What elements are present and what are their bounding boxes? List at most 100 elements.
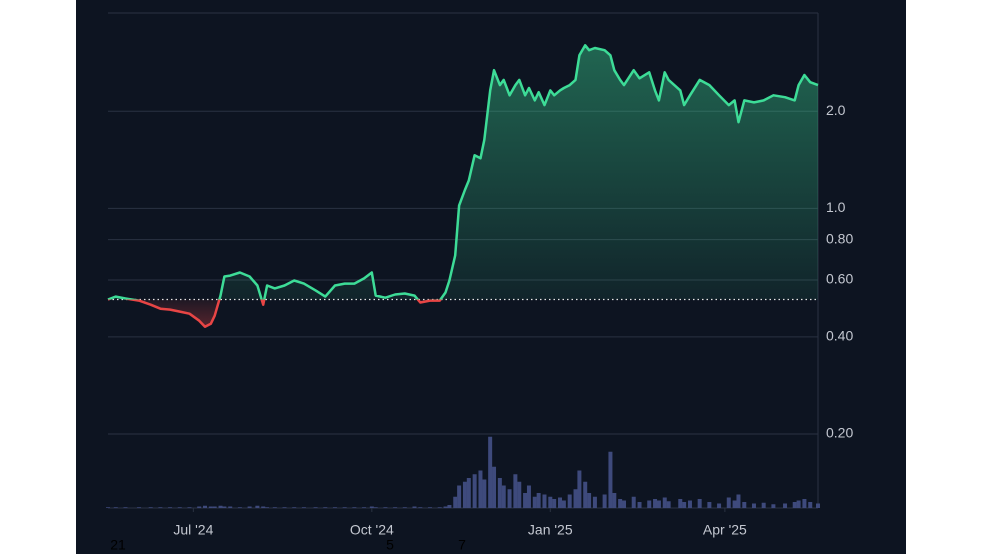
volume-bar: [113, 507, 118, 508]
price-line: [107, 44, 819, 328]
volume-bar: [313, 507, 318, 508]
volume-bar: [247, 506, 252, 508]
volume-bar: [412, 506, 417, 508]
x-tick-label: Jan '25: [528, 522, 573, 538]
volume-bar: [402, 507, 407, 508]
volume-bar: [697, 499, 702, 508]
volume-bar: [732, 500, 737, 508]
volume-bar: [736, 494, 741, 508]
volume-bar: [507, 489, 512, 508]
volume-bar: [218, 505, 223, 508]
volume-bar: [583, 481, 588, 508]
volume-bar: [369, 506, 374, 508]
volume-bar: [552, 499, 557, 508]
volume-bar: [653, 499, 658, 508]
footer-label: 7: [458, 537, 466, 553]
volume-bar: [362, 507, 367, 508]
volume-bar: [561, 500, 566, 508]
volume-bar: [373, 507, 378, 508]
volume-bar: [618, 499, 623, 508]
volume-bar: [323, 507, 328, 508]
volume-bar: [742, 502, 747, 508]
volume-bar: [687, 500, 692, 508]
volume-bar: [447, 505, 452, 508]
volume-bar: [647, 500, 652, 508]
volume-bar: [557, 497, 562, 508]
volume-bar: [536, 493, 541, 508]
volume-bar: [707, 502, 712, 508]
volume-bar: [542, 494, 547, 508]
volume-bar: [106, 507, 110, 508]
volume-bar: [526, 485, 531, 508]
volume-bar: [148, 507, 153, 508]
volume-bar: [222, 506, 227, 508]
volume-bar: [418, 507, 423, 508]
x-tick-label: Apr '25: [703, 522, 747, 538]
volume-bar: [751, 503, 756, 508]
volume-bar: [352, 507, 357, 508]
volume-bar: [342, 507, 347, 508]
volume-bar: [272, 507, 277, 508]
footer-label: 5: [386, 537, 394, 553]
volume-bar: [428, 507, 433, 508]
volume-bar: [637, 502, 642, 508]
volume-bar: [532, 496, 537, 508]
x-tick-label: Oct '24: [350, 522, 394, 538]
volume-bar: [187, 507, 192, 508]
volume-bar: [478, 470, 483, 508]
volume-bar: [631, 496, 636, 508]
volume-bar: [682, 502, 687, 508]
volume-bar: [437, 507, 442, 508]
volume-bar: [197, 506, 202, 508]
y-tick-label: 2.0: [826, 102, 846, 118]
volume-bar: [158, 507, 163, 508]
volume-bar: [462, 481, 467, 508]
volume-bar: [237, 507, 242, 508]
volume-bar: [602, 494, 607, 508]
volume-bar: [792, 502, 797, 508]
volume-bar: [577, 470, 582, 508]
volume-bar: [202, 505, 207, 508]
volume-bar: [816, 503, 820, 508]
y-tick-label: 0.40: [826, 328, 853, 344]
volume-bar: [771, 504, 776, 508]
volume-bar: [282, 507, 287, 508]
volume-bar: [783, 503, 788, 508]
volume-bar: [592, 496, 597, 508]
volume-bar: [662, 497, 667, 508]
volume-bar: [666, 501, 671, 508]
volume-bar: [123, 507, 128, 508]
volume-bar: [301, 507, 306, 508]
y-tick-label: 0.20: [826, 425, 853, 441]
volume-bar: [726, 497, 731, 508]
volume-bar: [802, 499, 807, 508]
volume-bar: [622, 500, 627, 508]
volume-bar: [168, 507, 173, 508]
footer-label: 21: [110, 537, 126, 553]
volume-bar: [587, 493, 592, 508]
x-tick-label: Jul '24: [173, 522, 213, 538]
volume-bar: [678, 499, 683, 508]
volume-bar: [482, 479, 487, 508]
volume-bar: [265, 507, 270, 508]
volume-bar: [608, 451, 613, 508]
volume-bar: [573, 489, 578, 508]
volume-bar: [255, 505, 260, 508]
price-area: [108, 45, 818, 327]
volume-bar: [443, 506, 448, 508]
volume-bar: [548, 496, 553, 508]
volume-bar: [472, 474, 477, 508]
volume-bar: [332, 507, 337, 508]
volume-bar: [517, 481, 522, 508]
volume-bar: [177, 507, 182, 508]
volume-bar: [228, 506, 233, 508]
volume-bar: [466, 478, 471, 508]
volume-bar: [492, 466, 497, 508]
volume-bar: [796, 500, 801, 508]
volume-bar: [292, 507, 297, 508]
volume-bar: [717, 503, 722, 508]
volume-bar: [488, 436, 493, 508]
volume-bar: [393, 507, 398, 508]
volume-bar: [567, 494, 572, 508]
